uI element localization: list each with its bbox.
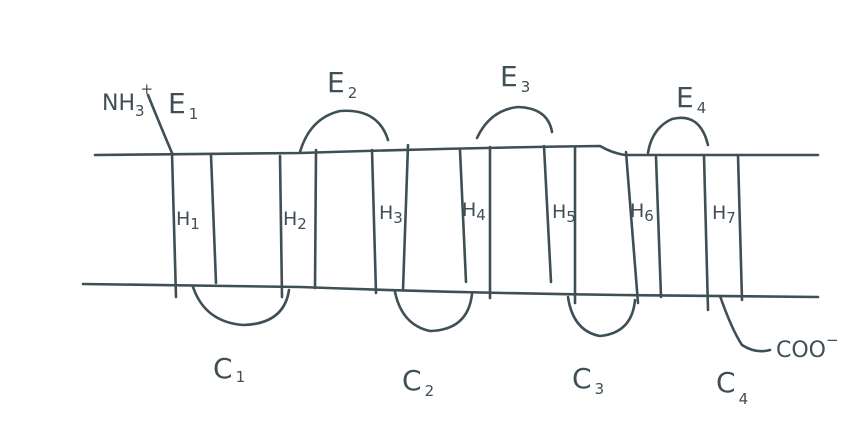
helix-6-right-line [654, 155, 663, 299]
helix-label-h1: H1 [176, 208, 200, 233]
helix-2-left-line [278, 154, 284, 299]
n-terminus-label: NH3+ [102, 80, 153, 120]
helix-3-right-line [401, 143, 410, 292]
helix-label-h2: H2 [283, 208, 307, 233]
c-terminus-tail [718, 294, 772, 353]
n-terminus-tail [146, 93, 174, 155]
membrane-top-line [93, 144, 820, 157]
cytoplasmic-loops [191, 285, 772, 353]
loop-c1-arc [191, 285, 291, 327]
helix-label-h7: H7 [712, 202, 736, 227]
helix-3-left-line [370, 148, 378, 295]
loop-e2-arc [298, 109, 390, 154]
loop-c2-arc [393, 290, 474, 333]
helix-label-h6: H6 [630, 200, 654, 225]
helix-6-left-line [624, 150, 640, 305]
loop-c3-arc [566, 295, 637, 338]
helix-7-left-line [702, 154, 710, 312]
n-terminus-text: NH3+ [102, 80, 153, 120]
helix-2-right-line [313, 148, 318, 290]
c-terminus-text: COO− [776, 331, 839, 363]
helix-label-h5: H5 [552, 201, 576, 226]
c-terminus-label: COO− [776, 331, 839, 363]
helix-lines [170, 143, 744, 312]
extracellular-loops [146, 93, 710, 155]
loop-e3-arc [475, 105, 554, 140]
helix-label-h4: H4 [462, 199, 486, 224]
helix-7-right-line [736, 153, 744, 302]
helix-1-left-line [170, 151, 178, 299]
helix-label-h3: H3 [379, 202, 403, 227]
helix-1-right-line [209, 153, 218, 285]
membrane-bottom-line [81, 282, 820, 299]
helix-4-left-line [458, 148, 468, 284]
helix-5-left-line [542, 144, 553, 284]
loop-e4-arc [646, 116, 710, 155]
